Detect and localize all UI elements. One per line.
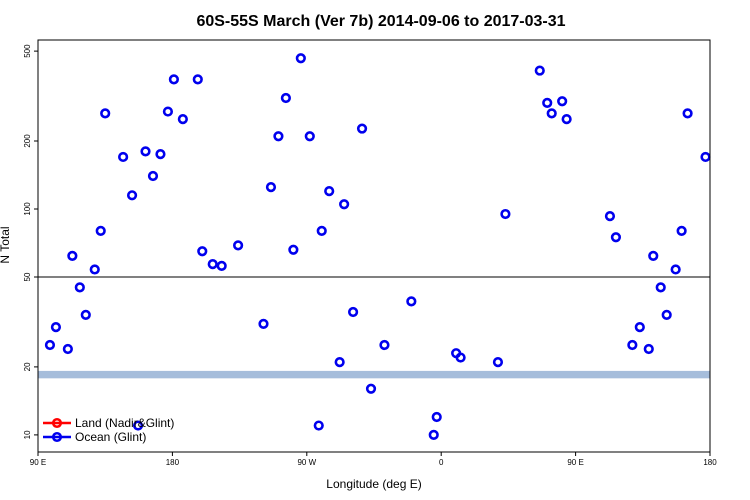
ocean-point [295,53,306,64]
y-tick-label: 50 [23,272,32,281]
ocean-point [379,339,390,351]
ocean-point [89,264,100,275]
y-axis-label: N Total [0,226,12,263]
ocean-points [44,53,711,440]
ocean-point [140,146,151,157]
ocean-point [168,74,179,85]
ocean-point [100,108,111,119]
legend-ocean-marker [51,431,63,443]
ocean-point [627,339,638,351]
chart-title: 60S-55S March (Ver 7b) 2014-09-06 to 201… [196,13,565,30]
ocean-point [334,357,345,368]
ocean-point [316,225,327,236]
legend-item-ocean: Ocean (Glint) [43,430,146,444]
ocean-point [431,411,442,423]
ocean-point [118,151,129,163]
ocean-point [339,199,350,210]
ocean-point [356,123,368,134]
y-tick-label: 500 [23,44,32,58]
ocean-point [50,322,62,333]
ocean-point [147,170,159,182]
ocean-point [258,318,269,330]
ocean-point [265,182,277,193]
legend-item-land: Land (Nadir&Glint) [43,416,174,430]
ocean-point [655,282,666,293]
ocean-point [365,383,377,394]
y-axis: 10 20 50 100 200 500 [23,44,38,439]
x-axis-label: Longitude (deg E) [326,477,421,491]
x-tick-label: 90 W [297,458,316,467]
ocean-point [661,309,672,320]
ocean-point [273,131,284,142]
legend-ocean-label: Ocean (Glint) [75,430,146,444]
ocean-point [44,339,56,351]
ocean-point [95,225,106,236]
ocean-point [233,240,244,251]
ocean-point [132,420,144,431]
y-tick-label: 10 [23,430,32,439]
ocean-point [542,97,553,108]
ocean-point [682,108,693,119]
ocean-point [676,225,687,236]
ocean-point [700,151,711,163]
legend: Land (Nadir&Glint) Ocean (Glint) [43,416,174,444]
y-tick-label: 100 [23,202,32,216]
ocean-point [155,149,166,160]
ocean-point [557,96,568,107]
ocean-point [216,260,227,271]
ocean-point [492,357,504,368]
ocean-point [192,74,203,85]
ocean-point [500,208,511,220]
ocean-point [643,343,654,355]
ocean-point [546,108,557,119]
ocean-point [74,282,85,293]
ocean-point [126,190,138,201]
ocean-point [304,131,315,142]
ocean-point [670,264,681,275]
ocean-point [561,114,572,125]
ocean-point [648,250,659,262]
ocean-point [604,211,616,222]
ocean-point [62,343,73,355]
y-tick-label: 200 [23,134,32,148]
ocean-point [162,106,174,117]
legend-land-marker [51,417,63,429]
ocean-point [406,296,417,307]
ocean-point [347,306,359,318]
x-tick-label: 0 [439,458,444,467]
ocean-point [534,65,545,76]
ocean-point [197,246,208,257]
plot-frame [37,39,711,453]
x-tick-label: 90 E [30,458,46,467]
highlight-band [38,370,710,379]
x-tick-label: 90 E [567,458,583,467]
ocean-point [67,250,78,262]
ocean-point [313,420,324,431]
ocean-point [280,92,291,104]
ocean-point [455,352,466,363]
ocean-point [428,429,439,440]
ocean-point [80,309,91,320]
ocean-point [324,186,335,197]
ocean-point [634,322,645,333]
ocean-point [207,259,218,270]
x-tick-label: 180 [166,458,180,467]
x-tick-label: 180 [703,458,717,467]
legend-land-label: Land (Nadir&Glint) [75,416,174,430]
x-axis: 90 E 180 90 W 0 90 E 180 [30,452,717,467]
ocean-point [610,232,622,243]
ocean-point [177,114,188,125]
y-tick-label: 20 [23,362,32,371]
ocean-point [288,244,299,255]
